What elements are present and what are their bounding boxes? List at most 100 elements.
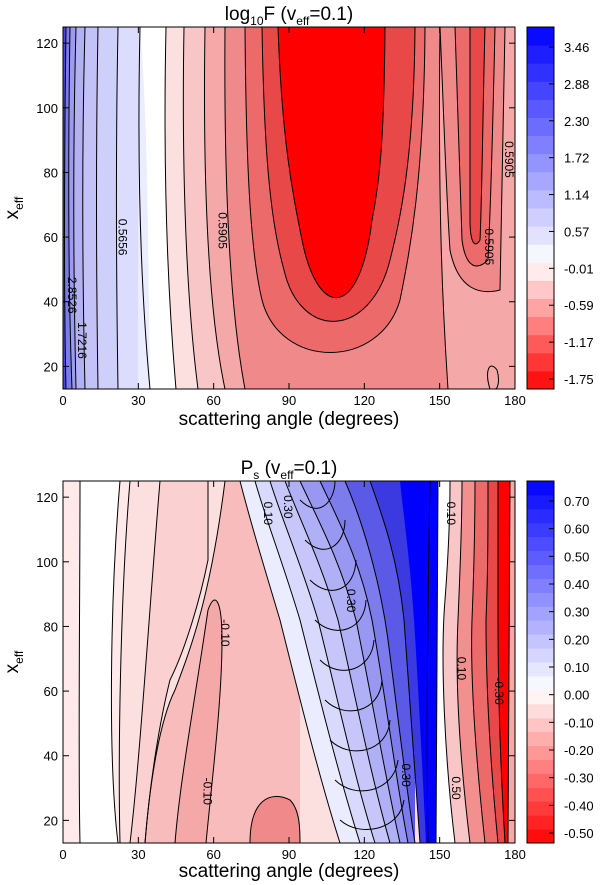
top-contour-labels: 0.5656 0.5905 0.5905 0.5905 1.7216 2.8526 <box>65 141 516 359</box>
bottom-colorbar-label: -0.20 <box>564 743 594 758</box>
top-colorbar-label: 1.72 <box>564 151 589 166</box>
top-axes: 0 30 60 90 120 150 180 20 40 60 80 100 120 <box>36 27 526 408</box>
top-contour-label: 1.7216 <box>75 322 89 359</box>
top-x-tick-label: 60 <box>206 393 220 408</box>
bottom-colorbar-swatch <box>527 703 554 719</box>
bottom-colorbar-label: -0.40 <box>564 798 594 813</box>
top-x-tick-label: 180 <box>504 393 526 408</box>
top-contour-lines <box>64 27 506 389</box>
top-colorbar-swatch <box>527 226 554 245</box>
top-colorbar-swatch <box>527 81 554 100</box>
top-colorbar-label: -0.59 <box>564 298 594 313</box>
top-colorbar-swatch <box>527 316 554 336</box>
bottom-colorbar: 0.70 0.60 0.50 0.40 0.30 0.20 0.10 0.00 -0.10 -0.… <box>526 480 594 844</box>
bottom-colorbar-swatch <box>527 662 554 677</box>
bottom-colorbar-label: -0.10 <box>564 715 594 730</box>
bottom-colorbar-swatch <box>527 787 554 802</box>
bottom-axes: 0 30 60 90 120 150 180 20 40 60 80 100 120 <box>36 481 526 862</box>
bottom-contour-label: 0.30 <box>281 495 295 519</box>
top-y-tick-label: 120 <box>36 36 58 51</box>
top-panel: log10F (veff=0.1) <box>2 4 594 430</box>
bottom-colorbar-swatch <box>527 494 554 510</box>
bottom-colorbar-label: 0.30 <box>564 605 589 620</box>
bottom-colorbar-label: 0.00 <box>564 688 589 703</box>
bottom-contour-label: -0.10 <box>218 619 232 647</box>
bottom-colorbar-swatch <box>527 731 554 747</box>
bottom-colorbar-swatch <box>527 675 554 691</box>
top-colorbar-swatch <box>527 63 554 82</box>
bottom-contour-labels: -0.10 -0.10 0.10 0.30 0.30 0.30 0.10 0.10 -0.30 0… <box>201 495 506 805</box>
bottom-colorbar-swatch <box>527 606 554 621</box>
bottom-colorbar-frame <box>526 480 555 844</box>
bottom-x-tick-label: 0 <box>59 847 66 862</box>
bottom-colorbar-swatch <box>527 522 554 538</box>
top-colorbar-swatch <box>527 334 554 354</box>
bottom-colorbar-label: 0.40 <box>564 577 589 592</box>
top-x-tick-label: 150 <box>429 393 451 408</box>
top-colorbar-swatch <box>527 135 554 155</box>
bottom-contour-label: -0.30 <box>492 677 506 705</box>
bottom-colorbar-swatch <box>527 801 554 816</box>
top-x-tick-label: 90 <box>282 393 296 408</box>
top-colorbar-label: 1.14 <box>564 188 589 203</box>
top-contour-label: 0.5905 <box>502 141 516 178</box>
top-colorbar-swatch <box>527 298 554 318</box>
top-colorbar-label: 3.46 <box>564 40 589 55</box>
bottom-y-tick-label: 40 <box>44 749 58 764</box>
bottom-x-tick-label: 180 <box>504 847 526 862</box>
bottom-contour-label: 0.10 <box>454 657 468 681</box>
bottom-colorbar-label: 0.10 <box>564 660 589 675</box>
bottom-colorbar-label: 0.20 <box>564 632 589 647</box>
bottom-colorbar-swatch <box>527 550 554 566</box>
top-colorbar-swatch <box>527 99 554 118</box>
bottom-x-tick-label: 150 <box>429 847 451 862</box>
bottom-colorbar-swatch <box>527 620 554 635</box>
top-y-tick-label: 80 <box>44 165 58 180</box>
top-colorbar-swatch <box>527 244 554 263</box>
top-colorbar-swatch <box>527 171 554 191</box>
top-y-axis-label: xeff <box>2 196 26 219</box>
top-y-tick-label: 20 <box>44 359 58 374</box>
top-colorbar-swatch <box>527 280 554 299</box>
bottom-colorbar-swatch <box>527 592 554 607</box>
bottom-colorbar-swatch <box>527 578 554 593</box>
bottom-colorbar-swatch <box>527 508 554 524</box>
top-contour-label: 0.5905 <box>216 212 230 249</box>
bottom-x-axis-label: scattering angle (degrees) <box>179 861 400 882</box>
top-colorbar-swatch <box>527 262 554 281</box>
bottom-y-tick-label: 120 <box>36 490 58 505</box>
bottom-x-tick-label: 60 <box>206 847 220 862</box>
top-contour-label: 0.5656 <box>115 219 129 256</box>
bottom-colorbar-swatch <box>527 536 554 552</box>
top-colorbar-swatch <box>527 45 554 64</box>
top-colorbar-swatch <box>527 27 554 46</box>
bottom-contour-label: 0.10 <box>261 502 275 526</box>
bottom-colorbar-label: 0.60 <box>564 522 589 537</box>
bottom-colorbar-label: 0.70 <box>564 494 589 509</box>
bottom-contour-label: -0.10 <box>201 778 215 806</box>
bottom-colorbar-label: -0.50 <box>564 826 594 841</box>
bottom-contour-label: 0.30 <box>344 589 358 613</box>
bottom-colorbar-swatch <box>527 689 554 705</box>
bottom-colorbar-swatch <box>527 634 554 649</box>
top-colorbar-label: 0.57 <box>564 224 589 239</box>
top-colorbar-swatch <box>527 117 554 137</box>
top-colorbar: 3.46 2.88 2.30 1.72 1.14 0.57 -0.01 -0.59 -1.17 -… <box>526 26 594 390</box>
bottom-contour-lines <box>78 481 511 843</box>
bottom-panel: Ps (veff=0.1) <box>2 458 594 882</box>
top-x-tick-label: 120 <box>353 393 375 408</box>
top-colorbar-swatch <box>527 370 554 390</box>
top-colorbar-frame <box>526 26 555 390</box>
bottom-title: Ps (veff=0.1) <box>241 458 338 482</box>
bottom-colorbar-swatch <box>527 481 554 496</box>
top-contour-label: 2.8526 <box>65 277 79 314</box>
bottom-colorbar-label: 0.50 <box>564 549 589 564</box>
bottom-colorbar-swatch <box>527 717 554 733</box>
top-colorbar-label: 2.30 <box>564 114 589 129</box>
bottom-x-tick-label: 90 <box>282 847 296 862</box>
top-contour-label: 0.5905 <box>482 228 496 265</box>
bottom-contour-label: 0.10 <box>444 502 458 526</box>
bottom-y-axis-label: xeff <box>2 650 26 673</box>
bottom-colorbar-swatch <box>527 829 554 844</box>
